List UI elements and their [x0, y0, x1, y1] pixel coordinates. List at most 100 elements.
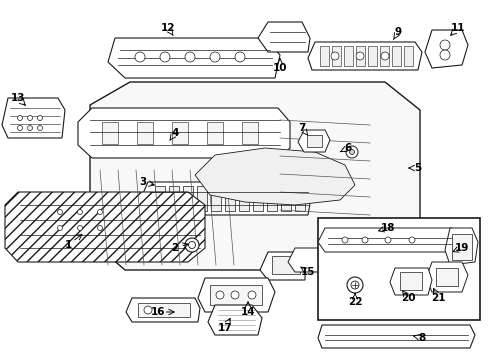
Circle shape: [97, 210, 102, 215]
Text: 4: 4: [171, 128, 178, 138]
Bar: [379, 46, 388, 66]
Bar: [210, 186, 221, 211]
Bar: [451, 234, 471, 260]
Circle shape: [58, 225, 62, 230]
Text: 12: 12: [161, 23, 175, 33]
Circle shape: [349, 149, 354, 154]
Circle shape: [209, 52, 220, 62]
Polygon shape: [389, 268, 431, 295]
Bar: [294, 186, 305, 211]
Polygon shape: [317, 228, 459, 252]
Circle shape: [408, 237, 414, 243]
Circle shape: [439, 40, 449, 50]
Polygon shape: [260, 252, 305, 280]
Polygon shape: [287, 248, 327, 272]
Polygon shape: [444, 228, 477, 265]
Circle shape: [160, 52, 170, 62]
Bar: [137, 122, 153, 144]
Text: 1: 1: [64, 240, 71, 250]
Text: 16: 16: [150, 307, 165, 317]
Circle shape: [77, 210, 82, 215]
Text: 7: 7: [298, 123, 305, 133]
Polygon shape: [258, 22, 309, 52]
Circle shape: [97, 225, 102, 230]
Circle shape: [18, 116, 22, 121]
Text: 21: 21: [430, 293, 445, 303]
Bar: [343, 46, 352, 66]
Circle shape: [38, 126, 42, 130]
Polygon shape: [126, 298, 200, 322]
Circle shape: [346, 277, 362, 293]
Bar: [172, 122, 187, 144]
Polygon shape: [424, 30, 467, 68]
Circle shape: [143, 306, 152, 314]
Circle shape: [77, 225, 82, 230]
Bar: [206, 122, 223, 144]
Bar: [367, 46, 376, 66]
Bar: [239, 186, 248, 211]
Polygon shape: [90, 82, 419, 270]
Text: 17: 17: [217, 323, 232, 333]
Polygon shape: [138, 182, 311, 215]
Bar: [319, 46, 328, 66]
Circle shape: [355, 52, 363, 60]
Bar: [183, 186, 193, 211]
Circle shape: [38, 116, 42, 121]
Text: 11: 11: [450, 23, 464, 33]
Circle shape: [135, 52, 145, 62]
Polygon shape: [198, 278, 274, 312]
Bar: [242, 122, 258, 144]
Circle shape: [247, 291, 256, 299]
Circle shape: [184, 238, 199, 252]
Bar: [271, 256, 299, 274]
Circle shape: [384, 237, 390, 243]
Bar: [197, 186, 206, 211]
Bar: [317, 218, 479, 320]
Bar: [435, 268, 457, 286]
Polygon shape: [207, 305, 262, 335]
Text: 18: 18: [380, 223, 394, 233]
Circle shape: [439, 50, 449, 60]
Text: 14: 14: [240, 307, 255, 317]
Bar: [252, 186, 263, 211]
Bar: [355, 46, 364, 66]
Circle shape: [27, 126, 32, 130]
Text: 20: 20: [400, 293, 414, 303]
Circle shape: [361, 237, 367, 243]
Polygon shape: [78, 108, 289, 158]
Circle shape: [346, 146, 357, 158]
Bar: [138, 303, 190, 317]
Bar: [224, 186, 235, 211]
Text: 6: 6: [344, 143, 351, 153]
Polygon shape: [425, 262, 467, 292]
Text: 15: 15: [300, 267, 315, 277]
Text: 8: 8: [418, 333, 425, 343]
Polygon shape: [2, 98, 65, 138]
Circle shape: [27, 116, 32, 121]
Circle shape: [216, 291, 224, 299]
Circle shape: [230, 291, 239, 299]
Polygon shape: [5, 192, 204, 262]
Circle shape: [58, 210, 62, 215]
Bar: [331, 46, 340, 66]
Bar: [209, 285, 262, 305]
Polygon shape: [195, 148, 354, 205]
Text: 13: 13: [11, 93, 25, 103]
Polygon shape: [297, 130, 329, 152]
Text: 2: 2: [171, 243, 178, 253]
Text: 10: 10: [272, 63, 286, 73]
Circle shape: [184, 52, 195, 62]
Bar: [266, 186, 276, 211]
Circle shape: [235, 52, 244, 62]
Bar: [403, 46, 412, 66]
Text: 3: 3: [139, 177, 146, 187]
Polygon shape: [108, 38, 280, 78]
Bar: [391, 46, 400, 66]
Circle shape: [341, 237, 347, 243]
Bar: [281, 186, 290, 211]
Bar: [169, 186, 179, 211]
Text: 9: 9: [394, 27, 401, 37]
Circle shape: [330, 52, 338, 60]
Bar: [399, 272, 421, 290]
Text: 5: 5: [413, 163, 421, 173]
